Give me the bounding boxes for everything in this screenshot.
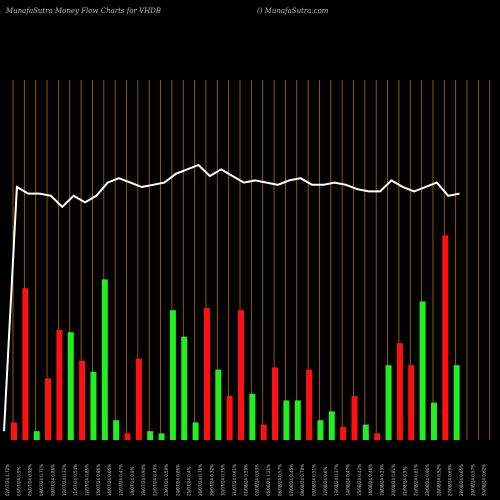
x-tick-label: 28/08/24 0.65% <box>459 464 464 496</box>
money-flow-bar <box>56 330 63 440</box>
bar-series <box>11 235 460 440</box>
money-flow-bar <box>158 433 165 440</box>
x-tick-label: 21/08/24 0.5% <box>402 466 407 496</box>
x-tick-label: 23/08/24 0.96% <box>425 464 430 496</box>
x-tick-label: 02/08/24 0.93% <box>255 464 260 496</box>
x-tick-label: 19/07/24 0.94% <box>141 464 146 496</box>
x-tick-label: 22/07/24 0.43% <box>153 464 158 496</box>
money-flow-bar <box>306 369 313 440</box>
x-tick-label: 19/08/24 0.29% <box>380 464 385 496</box>
money-flow-line <box>3 163 460 432</box>
money-flow-bar <box>147 431 154 440</box>
money-flow-bar <box>169 310 176 440</box>
money-flow-bar <box>11 422 17 440</box>
x-tick-label: 12/08/24 0.6% <box>323 466 328 496</box>
money-flow-bar <box>124 433 131 440</box>
x-tick-label: 01/08/24 0.59% <box>243 464 248 496</box>
money-flow-bar <box>33 431 40 440</box>
money-flow-bar <box>317 420 324 440</box>
x-tick-label: 24/07/24 0.86% <box>175 464 180 496</box>
money-flow-bar <box>113 420 120 440</box>
money-flow-bar <box>351 396 358 440</box>
x-tick-label: 11/07/24 0.54% <box>73 464 78 496</box>
money-flow-bar <box>249 393 256 440</box>
money-flow-bar <box>453 365 460 440</box>
x-tick-label: 25/07/24 0.4% <box>187 466 192 496</box>
x-tick-label: 26/07/24 0.76% <box>198 464 203 496</box>
site-credit: () MunafaSutra.com <box>257 7 329 15</box>
money-flow-bar <box>260 424 267 440</box>
x-tick-label: 10/07/24 0.32% <box>62 464 67 496</box>
money-flow-bar <box>192 422 199 440</box>
money-flow-bar <box>238 310 244 440</box>
x-tick-label: 07/08/24 0.45% <box>289 464 294 496</box>
money-flow-bar <box>135 358 142 440</box>
x-tick-label: 30/07/24 0.75% <box>221 464 226 496</box>
x-tick-label: 17/07/24 0.47% <box>119 464 124 496</box>
x-tick-label: 18/07/24 0.9% <box>130 466 135 496</box>
money-flow-bar <box>419 301 426 440</box>
money-flow-bar <box>430 402 437 440</box>
x-tick-label: 08/07/24 0.71% <box>39 464 44 496</box>
money-flow-bar <box>340 426 347 440</box>
x-tick-label: 06/08/24 0.57% <box>277 464 282 496</box>
money-flow-bar <box>374 433 381 440</box>
money-flow-bar <box>203 308 210 440</box>
x-tick-label: 09/08/24 0.51% <box>311 464 316 496</box>
money-flow-bar <box>90 371 97 440</box>
chart-title: MunafaSutra Money Flow Charts for VHDB <box>6 7 162 15</box>
money-flow-bar <box>283 400 290 440</box>
x-axis-labels: 02/07/24 1.72% 03/07/24 0.9% 05/07/24 0.92… <box>5 464 487 496</box>
money-flow-bar <box>408 365 415 440</box>
x-tick-label: 29/08/24 0.57% <box>470 464 475 496</box>
money-flow-bar <box>67 332 74 440</box>
money-flow-bar <box>442 235 449 440</box>
x-tick-label: 05/07/24 0.92% <box>28 464 33 496</box>
x-tick-label: 27/08/24 0.69% <box>448 464 453 496</box>
x-tick-label: 16/08/24 0.46% <box>368 464 373 496</box>
x-tick-label: 31/07/24 0.61% <box>232 464 237 496</box>
x-tick-label: 15/08/24 0.42% <box>357 464 362 496</box>
money-flow-bar <box>385 365 392 440</box>
x-tick-label: 23/07/24 0.59% <box>164 464 169 496</box>
money-flow-bar <box>362 424 369 440</box>
x-tick-label: 03/07/24 0.9% <box>16 466 21 496</box>
money-flow-bar <box>215 369 222 440</box>
x-tick-label: 20/08/24 0.81% <box>391 464 396 496</box>
x-tick-label: 14/08/24 0.47% <box>346 464 351 496</box>
x-tick-label: 29/07/24 0.32% <box>209 464 214 496</box>
x-tick-label: 30/08/24 0.62% <box>482 464 487 496</box>
money-flow-bar <box>22 288 29 440</box>
money-flow-bar <box>181 336 188 440</box>
x-tick-label: 15/07/24 0.86% <box>96 464 101 496</box>
money-flow-bar <box>226 396 233 440</box>
x-tick-label: 09/07/24 0.86% <box>50 464 55 496</box>
money-flow-bar <box>328 411 335 440</box>
money-flow-bar <box>79 360 86 440</box>
x-tick-label: 12/07/24 0.85% <box>84 464 89 496</box>
money-flow-bar <box>45 378 52 440</box>
x-tick-label: 26/08/24 0.52% <box>436 464 441 496</box>
x-tick-label: 05/08/24 1.21% <box>266 464 271 496</box>
money-flow-bar <box>294 400 301 440</box>
x-tick-label: 16/07/24 0.66% <box>107 464 112 496</box>
x-tick-label: 02/07/24 1.72% <box>5 464 10 496</box>
x-tick-label: 08/08/24 0.78% <box>300 464 305 496</box>
money-flow-bar <box>272 367 279 440</box>
x-tick-label: 22/08/24 0.61% <box>414 464 419 496</box>
money-flow-bar <box>396 343 403 440</box>
x-tick-label: 13/08/24 0.37% <box>334 464 339 496</box>
money-flow-bar <box>101 279 108 440</box>
